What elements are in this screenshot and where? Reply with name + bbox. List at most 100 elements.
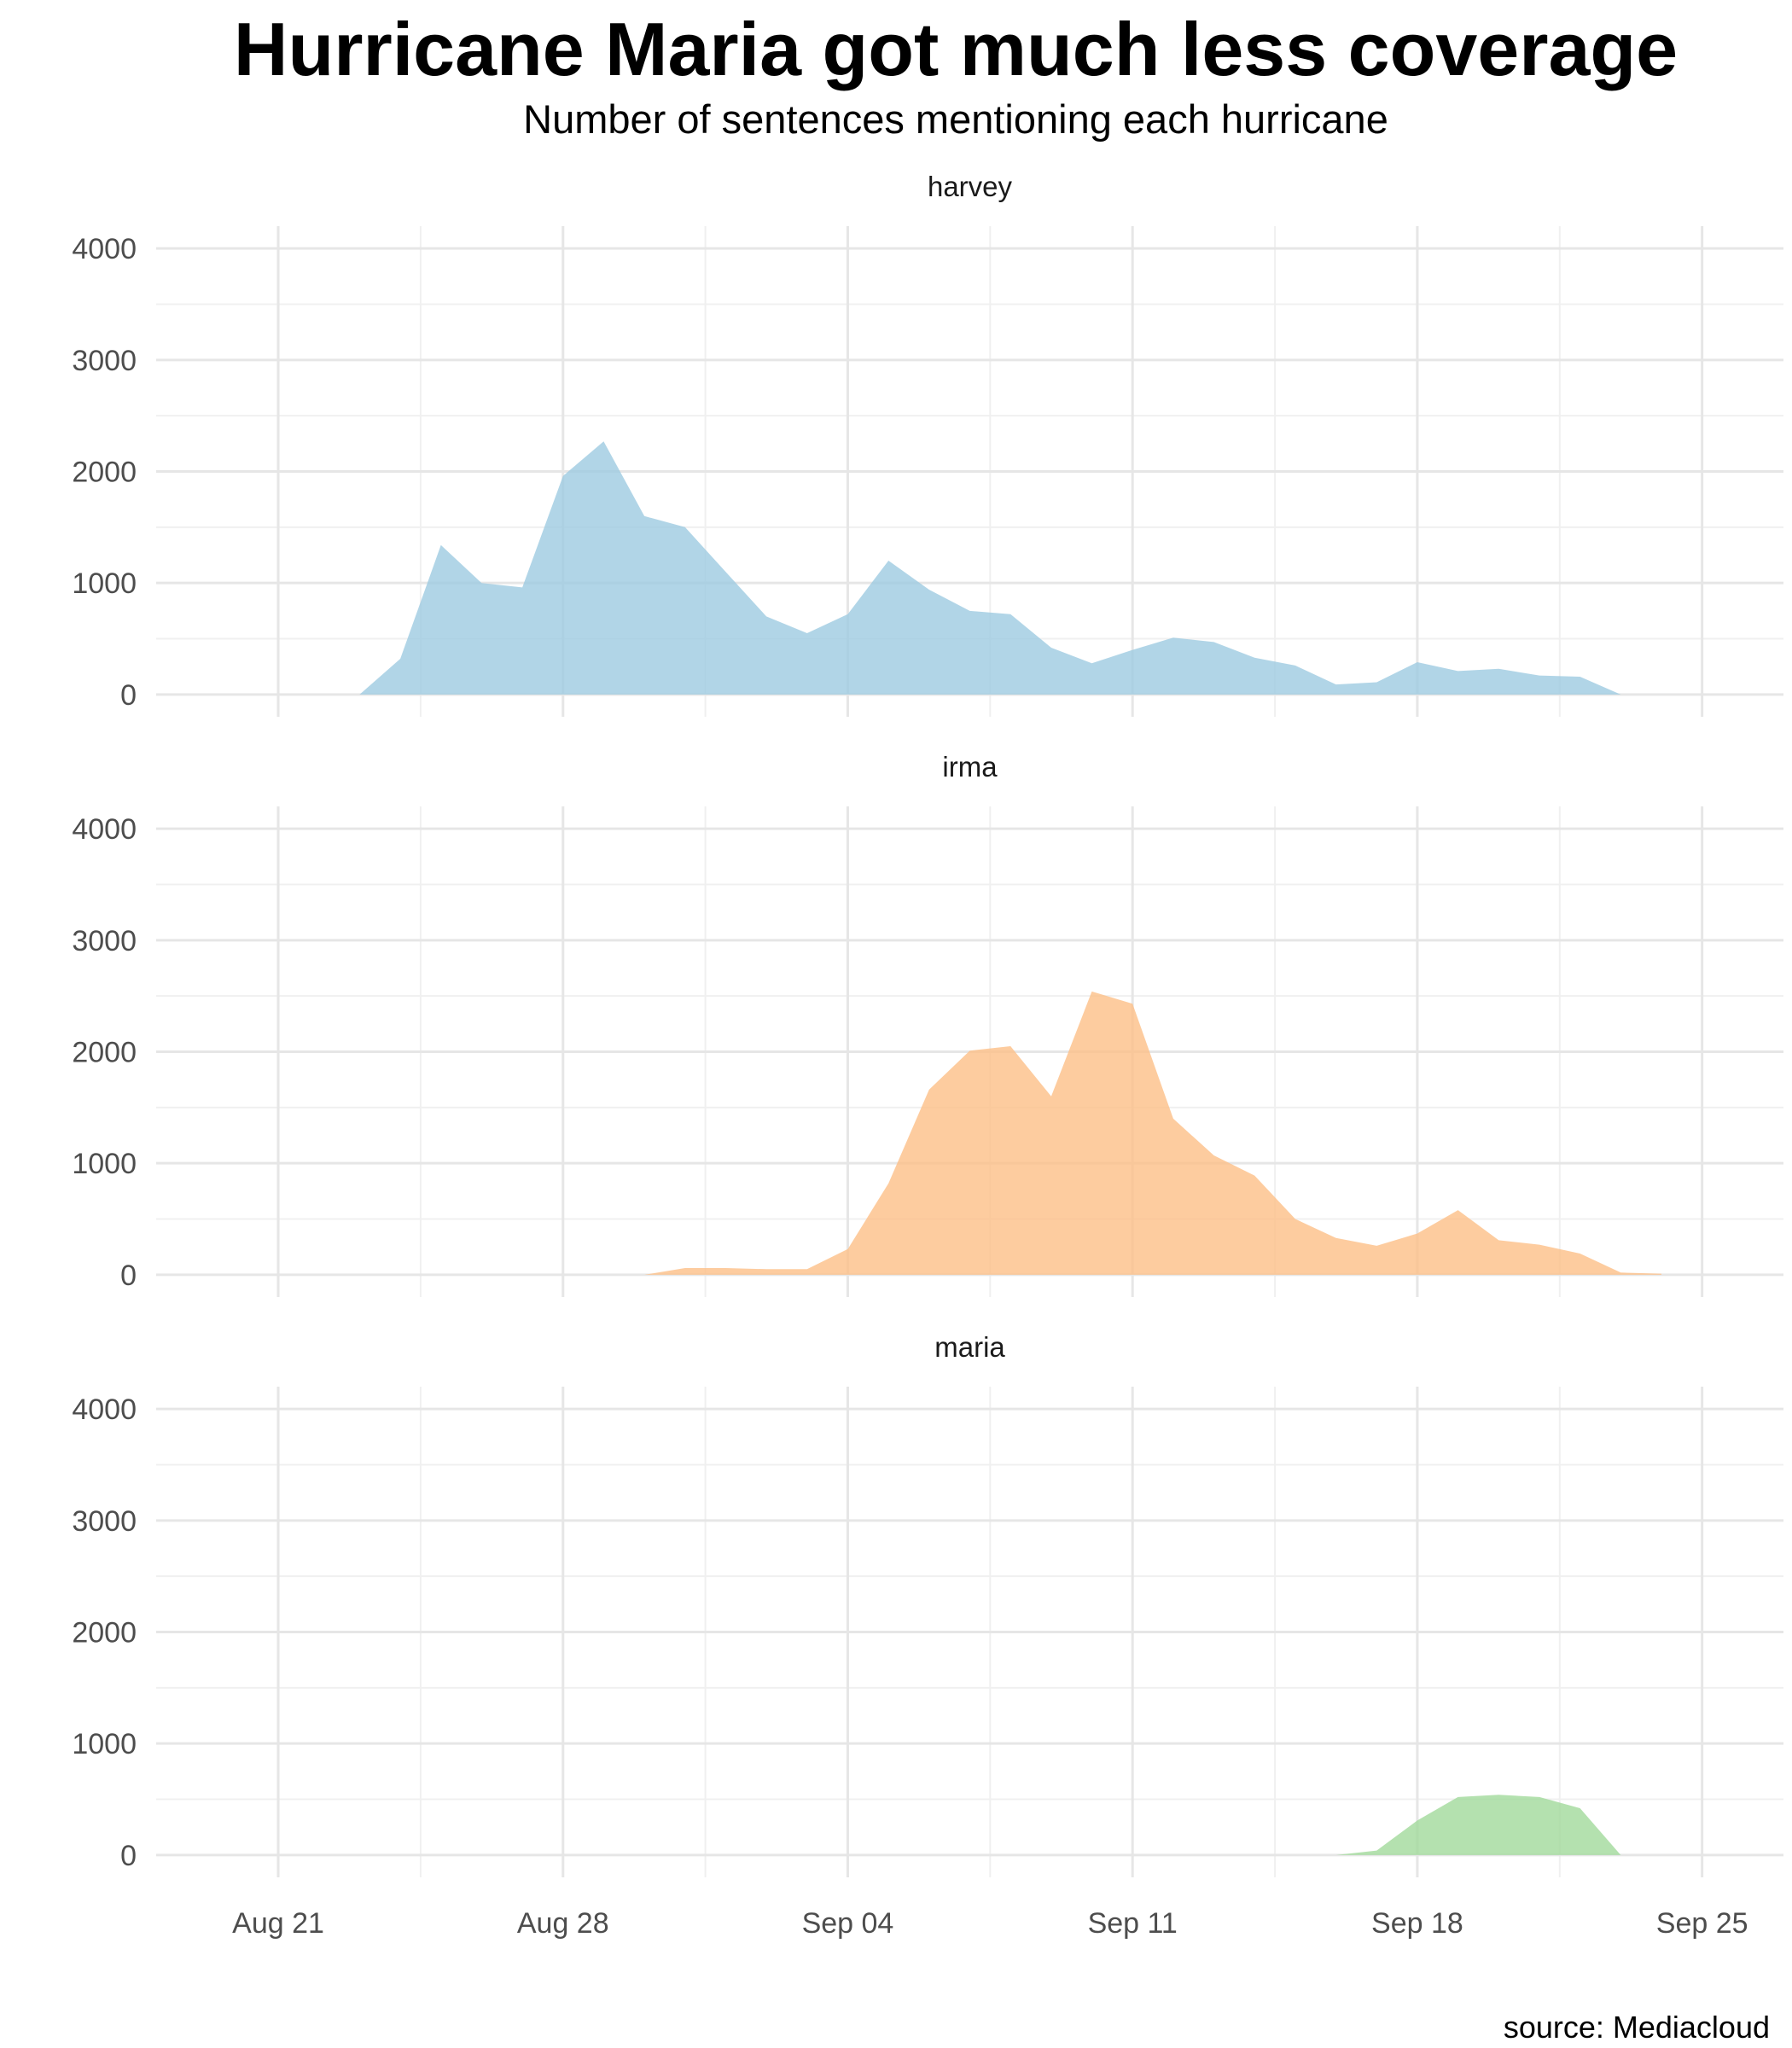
y-tick-label: 1000: [72, 567, 137, 600]
chart-title: Hurricane Maria got much less coverage: [233, 7, 1679, 91]
data-point-irma: [846, 1247, 851, 1252]
data-point-maria: [764, 1853, 769, 1858]
data-point-irma: [1252, 1173, 1257, 1178]
data-point-harvey: [1090, 660, 1095, 666]
data-point-harvey: [561, 474, 566, 479]
data-point-maria: [805, 1853, 810, 1858]
data-point-irma: [398, 1272, 403, 1277]
data-point-harvey: [968, 608, 973, 614]
data-point-maria: [1293, 1853, 1298, 1858]
data-point-harvey: [601, 439, 606, 444]
data-point-maria: [601, 1853, 606, 1858]
y-tick-label: 2000: [72, 457, 137, 489]
data-point-irma: [1212, 1153, 1217, 1158]
data-point-irma: [723, 1265, 728, 1271]
data-point-irma: [642, 1272, 647, 1277]
data-point-irma: [1456, 1207, 1461, 1213]
data-point-harvey: [1496, 666, 1501, 672]
data-point-harvey: [357, 692, 362, 697]
data-point-maria: [1130, 1853, 1135, 1858]
data-point-harvey: [439, 543, 444, 548]
data-point-irma: [1537, 1242, 1542, 1248]
area-series-irma: [359, 991, 1661, 1275]
data-point-irma: [601, 1272, 606, 1277]
data-point-harvey: [1374, 680, 1379, 685]
facet-label-irma: irma: [942, 751, 998, 783]
data-point-irma: [520, 1272, 525, 1277]
data-point-irma: [1293, 1217, 1298, 1222]
data-point-irma: [1618, 1270, 1623, 1275]
data-point-maria: [1374, 1848, 1379, 1853]
data-point-maria: [479, 1853, 484, 1858]
area-series-maria: [359, 1795, 1661, 1855]
data-point-maria: [1090, 1853, 1095, 1858]
data-point-harvey: [1456, 668, 1461, 673]
data-point-harvey: [1008, 612, 1013, 617]
data-point-maria: [1537, 1795, 1542, 1800]
data-point-irma: [805, 1266, 810, 1271]
x-tick-label: Aug 28: [517, 1907, 609, 1940]
data-point-harvey: [927, 587, 932, 592]
data-point-irma: [1090, 989, 1095, 994]
y-tick-label: 4000: [72, 1393, 137, 1426]
data-point-maria: [520, 1853, 525, 1858]
facet-label-harvey: harvey: [928, 171, 1013, 202]
y-tick-label: 4000: [72, 813, 137, 846]
data-point-maria: [1618, 1853, 1623, 1858]
data-point-maria: [357, 1853, 362, 1858]
data-point-harvey: [479, 580, 484, 585]
area-series-harvey: [359, 441, 1661, 695]
data-point-irma: [886, 1181, 891, 1186]
data-point-maria: [968, 1853, 973, 1858]
data-point-maria: [1415, 1818, 1420, 1823]
data-point-harvey: [846, 612, 851, 617]
data-point-irma: [1049, 1094, 1054, 1099]
data-point-irma: [1496, 1237, 1501, 1242]
data-point-harvey: [1578, 674, 1583, 679]
data-point-maria: [1252, 1853, 1257, 1858]
data-point-harvey: [683, 525, 688, 530]
data-point-irma: [968, 1048, 973, 1053]
data-point-maria: [1212, 1853, 1217, 1858]
data-point-maria: [642, 1853, 647, 1858]
data-point-maria: [1334, 1853, 1339, 1858]
data-point-maria: [723, 1853, 728, 1858]
data-point-harvey: [764, 614, 769, 619]
data-point-maria: [561, 1853, 566, 1858]
data-point-irma: [1374, 1243, 1379, 1248]
data-point-maria: [1578, 1806, 1583, 1811]
data-point-harvey: [1130, 648, 1135, 653]
y-tick-label: 1000: [72, 1148, 137, 1180]
data-point-maria: [927, 1853, 932, 1858]
data-point-harvey: [805, 631, 810, 636]
y-tick-label: 3000: [72, 1505, 137, 1538]
data-point-maria: [683, 1853, 688, 1858]
data-point-maria: [1496, 1792, 1501, 1797]
data-point-harvey: [1212, 639, 1217, 644]
data-point-harvey: [520, 585, 525, 590]
data-point-irma: [927, 1087, 932, 1092]
y-tick-label: 1000: [72, 1728, 137, 1760]
data-point-irma: [1130, 1001, 1135, 1006]
chart-subtitle: Number of sentences mentioning each hurr…: [523, 96, 1388, 142]
data-point-harvey: [723, 569, 728, 574]
data-point-irma: [479, 1272, 484, 1277]
data-point-maria: [1171, 1853, 1176, 1858]
data-point-irma: [439, 1272, 444, 1277]
data-point-harvey: [1659, 692, 1664, 697]
x-tick-label: Aug 21: [232, 1907, 324, 1940]
source-caption: source: Mediacloud: [1503, 2010, 1770, 2045]
data-point-irma: [1415, 1231, 1420, 1236]
data-point-maria: [1456, 1795, 1461, 1800]
x-tick-label: Sep 11: [1088, 1907, 1178, 1940]
data-point-irma: [1578, 1251, 1583, 1256]
data-point-maria: [886, 1853, 891, 1858]
data-point-harvey: [886, 558, 891, 563]
data-point-maria: [398, 1853, 403, 1858]
y-tick-label: 2000: [72, 1037, 137, 1069]
y-tick-label: 0: [120, 679, 137, 712]
x-tick-label: Sep 25: [1656, 1907, 1748, 1940]
data-point-harvey: [1415, 660, 1420, 665]
data-point-maria: [1049, 1853, 1054, 1858]
